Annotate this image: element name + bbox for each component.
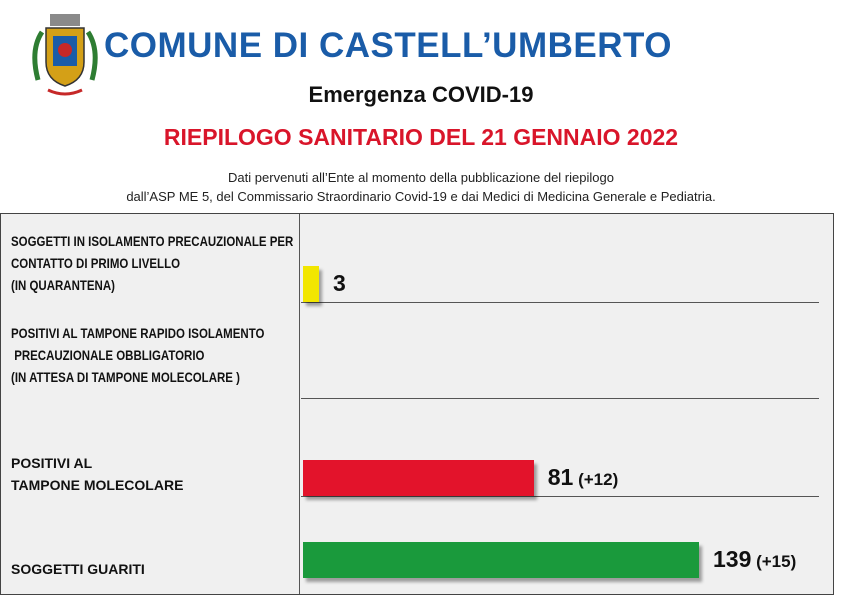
category-label: SOGGETTI GUARITI bbox=[11, 558, 145, 580]
category-label-line: POSITIVI AL bbox=[11, 455, 93, 471]
bar-value-label: 139 (+15) bbox=[713, 546, 796, 573]
category-label-line: SOGGETTI GUARITI bbox=[11, 561, 145, 577]
category-label-line: TAMPONE MOLECOLARE bbox=[11, 477, 184, 493]
bar bbox=[303, 266, 319, 302]
category-label: POSITIVI AL TAMPONE MOLECOLARE bbox=[11, 452, 183, 496]
page-title: COMUNE DI CASTELL’UMBERTO bbox=[104, 26, 672, 65]
bar-value-label: 3 bbox=[333, 270, 346, 297]
chart-panel: SOGGETTI IN ISOLAMENTO PRECAUZIONALE PER… bbox=[0, 213, 834, 595]
category-label: SOGGETTI IN ISOLAMENTO PRECAUZIONALE PER… bbox=[11, 230, 293, 296]
category-label: POSITIVI AL TAMPONE RAPIDO ISOLAMENTO PR… bbox=[11, 322, 264, 388]
bar-value: 139 bbox=[713, 546, 752, 572]
report-title: RIEPILOGO SANITARIO DEL 21 GENNAIO 2022 bbox=[163, 124, 679, 150]
bar-baseline bbox=[301, 496, 819, 497]
category-label-line: (IN ATTESA DI TAMPONE MOLECOLARE ) bbox=[11, 369, 240, 385]
bar bbox=[303, 542, 699, 578]
bar-value-label: 81 (+12) bbox=[548, 464, 618, 491]
bar-value: 3 bbox=[333, 270, 346, 296]
bar-value: 81 bbox=[547, 464, 574, 490]
chart-divider bbox=[299, 214, 300, 594]
category-label-line: POSITIVI AL TAMPONE RAPIDO ISOLAMENTO bbox=[11, 325, 265, 341]
bar-delta: (+15) bbox=[751, 552, 797, 571]
page-subtitle: Emergenza COVID-19 bbox=[308, 82, 534, 107]
bar-baseline bbox=[301, 302, 819, 303]
category-label-line: PRECAUZIONALE OBBLIGATORIO bbox=[11, 347, 205, 363]
source-note-line: dall’ASP ME 5, del Commissario Straordin… bbox=[126, 189, 716, 204]
coat-of-arms-icon bbox=[32, 14, 98, 96]
bar-delta: (+12) bbox=[573, 470, 619, 489]
category-label-line: CONTATTO DI PRIMO LIVELLO bbox=[11, 255, 181, 271]
category-label-line: SOGGETTI IN ISOLAMENTO PRECAUZIONALE PER bbox=[11, 233, 294, 249]
category-label-line: (IN QUARANTENA) bbox=[11, 277, 115, 293]
source-note-line: Dati pervenuti all’Ente al momento della… bbox=[228, 170, 614, 185]
source-note: Dati pervenuti all’Ente al momento della… bbox=[0, 168, 842, 206]
bar-baseline bbox=[301, 398, 819, 399]
bar bbox=[303, 460, 534, 496]
